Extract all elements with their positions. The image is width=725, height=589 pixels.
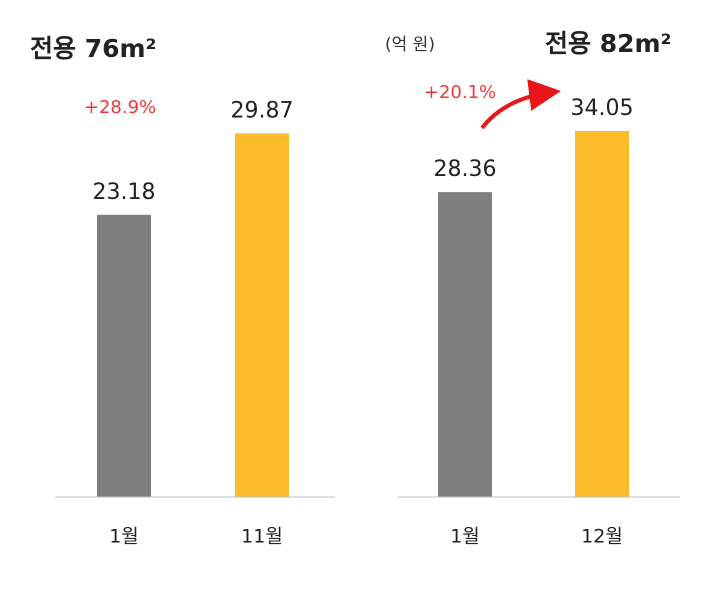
bar (235, 133, 289, 497)
bar (575, 130, 629, 497)
bar (438, 192, 492, 497)
x-tick-label: 1월 (109, 526, 139, 548)
value-label: 23.18 (93, 180, 156, 205)
arrow (480, 79, 561, 130)
x-tick-label: 11월 (241, 526, 283, 548)
unit-label: (억 원) (385, 35, 435, 55)
bar (97, 214, 151, 497)
chart-title: 전용 76m² (30, 34, 157, 63)
value-label: 34.05 (571, 96, 634, 121)
x-tick-label: 12월 (581, 526, 623, 548)
x-tick-label: 1월 (450, 526, 480, 548)
change-annotation: +20.1% (424, 82, 496, 103)
value-label: 28.36 (434, 157, 497, 182)
chart-title: 전용 82m² (545, 29, 672, 58)
value-label: 29.87 (231, 98, 294, 123)
change-annotation: +28.9% (84, 97, 156, 118)
